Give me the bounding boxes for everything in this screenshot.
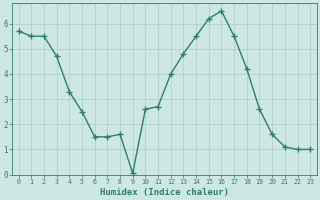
X-axis label: Humidex (Indice chaleur): Humidex (Indice chaleur)	[100, 188, 229, 197]
